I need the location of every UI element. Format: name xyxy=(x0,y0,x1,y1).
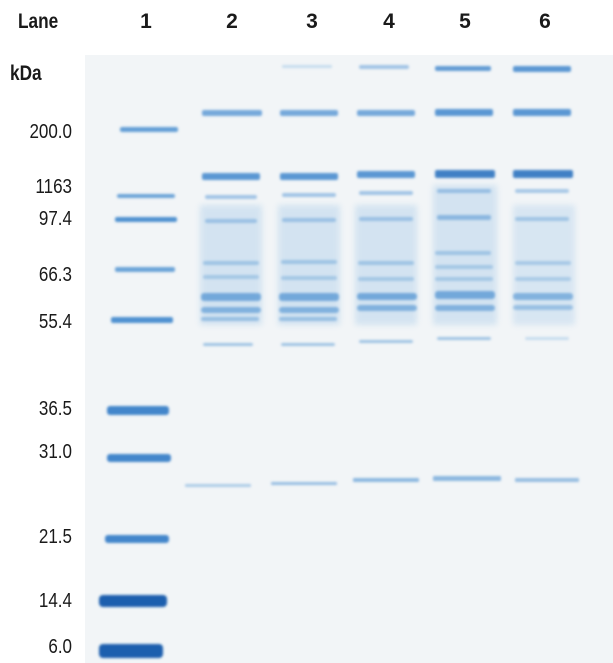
lane-5-bands xyxy=(433,66,501,481)
ladder-band-200 xyxy=(120,127,178,132)
ladder-band-14 xyxy=(99,595,167,607)
ladder-band-66 xyxy=(115,267,175,272)
mw-label-66: 66.3 xyxy=(38,264,72,286)
ladder-band-31 xyxy=(107,454,171,462)
mw-label-55: 55.4 xyxy=(38,311,72,333)
lane-smear-haze xyxy=(200,185,575,325)
lane-4-bands xyxy=(353,65,419,482)
lane-number-2: 2 xyxy=(226,10,238,33)
ladder-band-36 xyxy=(107,406,169,415)
ladder-band-6 xyxy=(99,644,163,658)
ladder-band-97 xyxy=(115,217,177,222)
lane-1-ladder xyxy=(99,127,178,658)
gel-background xyxy=(85,55,613,663)
mw-label-36: 36.5 xyxy=(38,398,72,420)
lane-number-1: 1 xyxy=(140,10,152,33)
lane-6-bands xyxy=(513,66,579,482)
gel-image xyxy=(99,65,579,658)
mw-label-200: 200.0 xyxy=(29,121,72,143)
lane-3-bands xyxy=(271,65,339,485)
mw-label-21: 21.5 xyxy=(38,526,72,548)
lane-number-4: 4 xyxy=(383,10,395,33)
lane-number-5: 5 xyxy=(459,10,471,33)
lane-2-bands xyxy=(185,110,262,487)
mw-label-31: 31.0 xyxy=(38,441,72,463)
lane-number-6: 6 xyxy=(539,10,551,33)
mw-label-97: 97.4 xyxy=(38,208,72,230)
mw-label-6: 6.0 xyxy=(48,636,72,658)
mw-label-14: 14.4 xyxy=(38,590,72,612)
ladder-band-1163 xyxy=(117,194,175,198)
mw-label-1163: 1163 xyxy=(35,176,72,198)
ladder-band-21 xyxy=(105,535,169,543)
lane-number-3: 3 xyxy=(306,10,318,33)
kda-unit-label: kDa xyxy=(10,62,42,85)
ladder-band-55 xyxy=(111,317,173,323)
lane-header-label: Lane xyxy=(18,10,59,33)
